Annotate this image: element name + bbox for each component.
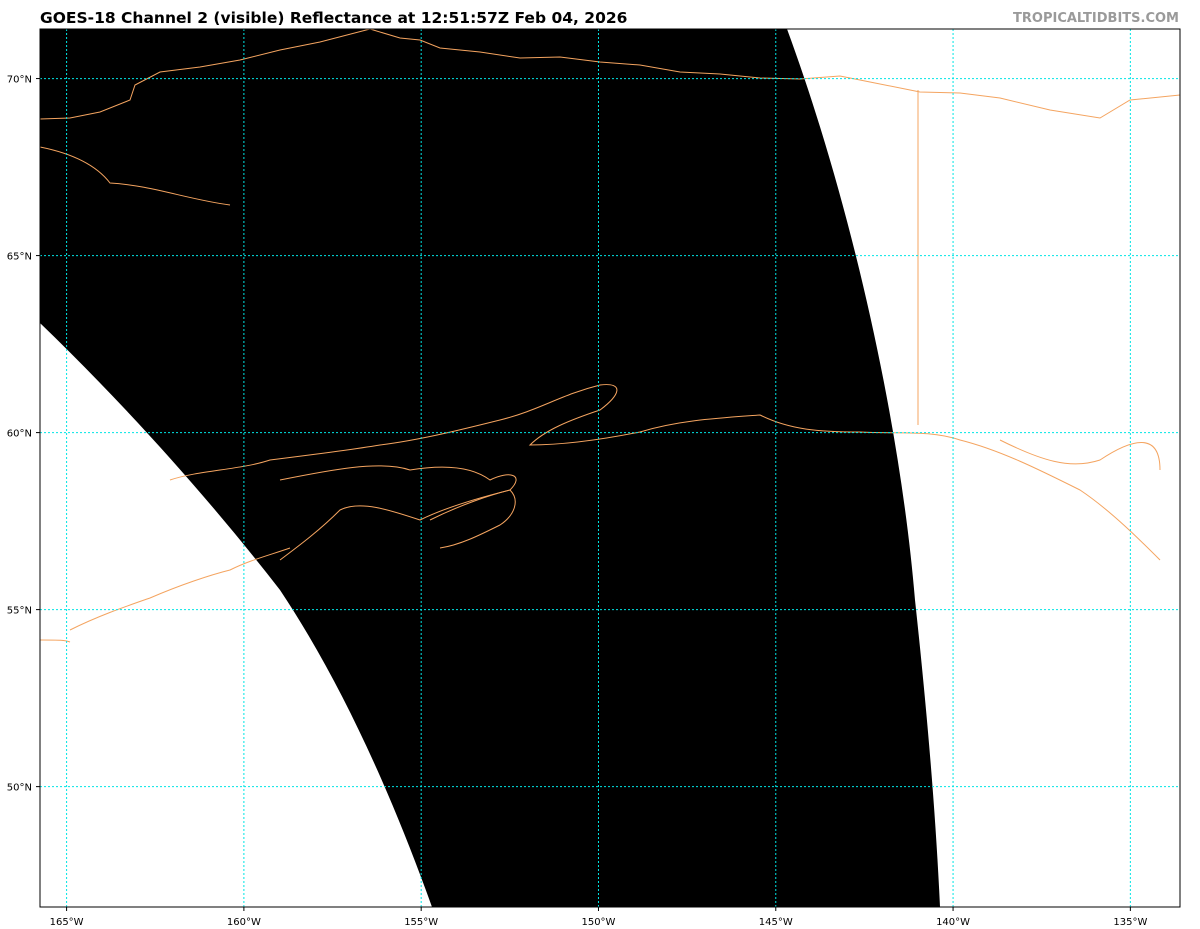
coastlines: [40, 29, 1180, 643]
coastline-southcentral-alaska: [169, 384, 1161, 561]
lat-tick-label: 65°N: [7, 252, 32, 263]
lon-tick-label: 160°W: [227, 917, 261, 928]
lat-tick-label: 60°N: [7, 429, 32, 440]
map-title: GOES-18 Channel 2 (visible) Reflectance …: [40, 9, 628, 27]
lon-tick-label: 140°W: [936, 917, 970, 928]
coastline-kodiak-island: [429, 489, 516, 549]
lat-tick-label: 55°N: [7, 606, 32, 617]
lon-tick-label: 145°W: [759, 917, 793, 928]
lat-tick-label: 50°N: [7, 783, 32, 794]
coastline-western-alaska: [40, 146, 231, 206]
coastline-north-slope: [40, 29, 1180, 120]
lon-tick-label: 150°W: [581, 917, 615, 928]
lon-tick-label: 155°W: [404, 917, 438, 928]
graticule: [40, 29, 1180, 907]
lat-tick-label: 70°N: [7, 75, 32, 86]
map-frame: [39, 28, 1181, 908]
credit-watermark: TROPICALTIDBITS.COM: [1013, 11, 1179, 26]
imagery-swath: [40, 29, 940, 907]
lon-tick-label: 135°W: [1113, 917, 1147, 928]
coastline-alaska-peninsula: [40, 547, 291, 643]
coastline-southeast-alaska: [999, 439, 1161, 471]
axis-ticks: 165°W 160°W 155°W 150°W 145°W 140°W 135°W 70°N 6…: [7, 75, 1148, 928]
lon-tick-label: 165°W: [50, 917, 84, 928]
